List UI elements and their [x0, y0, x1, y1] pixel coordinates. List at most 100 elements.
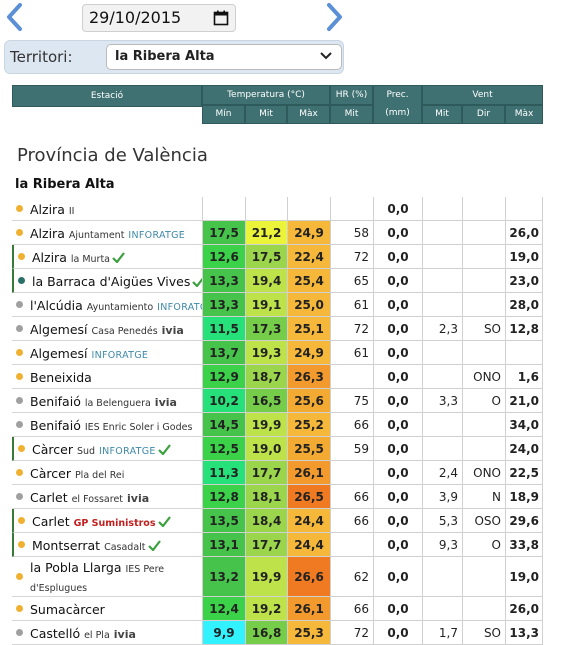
cell-prec-value: 0,0 [387, 625, 409, 640]
station-name-cell[interactable]: Alzira Ajuntament INFORATGE [12, 221, 202, 245]
cell-tmit-value: 16,5 [251, 393, 282, 408]
cell-tmax-value: 24,4 [294, 513, 324, 528]
station-name-cell[interactable]: Castelló el Pla ivia [12, 621, 202, 645]
table-row[interactable]: Carlet el Fossaret ivia 12,8 18,1 26,5 66 0,0… [12, 485, 543, 509]
status-dot-icon [16, 301, 23, 308]
cell-wmax [505, 197, 543, 221]
station-name-cell[interactable]: Alzira la Murta [12, 245, 202, 269]
cell-tmit: 19,0 [245, 437, 287, 461]
cell-prec: 0,0 [373, 413, 422, 437]
header-station: Estació [12, 85, 202, 107]
station-subname: IES Pere d'Esplugues [30, 564, 165, 594]
station-name-cell[interactable]: Carlet GP Suministros [12, 509, 202, 533]
station-name-cell[interactable]: Benifaió IES Enric Soler i Godes [12, 413, 202, 437]
cell-hr: 66 [330, 509, 373, 533]
date-input[interactable]: 29/10/2015 [82, 4, 236, 32]
table-row[interactable]: Alzira la Murta 12,6 17,5 22,4 72 0,0 19,0 [12, 245, 543, 269]
check-icon [157, 444, 171, 455]
cell-tmin: 17,5 [202, 221, 245, 245]
table-row[interactable]: Alzira II 0,0 [12, 197, 543, 221]
cell-tmax-value: 25,6 [294, 393, 324, 408]
header-hr: HR (%) [330, 85, 373, 105]
table-row[interactable]: Carlet GP Suministros 13,5 18,4 24,4 66 0,0 5,… [12, 509, 543, 533]
table-row[interactable]: la Pobla Llarga IES Pere d'Esplugues 13,2… [12, 557, 543, 597]
cell-tmin-value: 13,1 [209, 537, 239, 552]
station-name-cell[interactable]: la Pobla Llarga IES Pere d'Esplugues [12, 557, 202, 597]
table-row[interactable]: Benifaió la Belenguera ivia 10,2 16,5 25,6 7… [12, 389, 543, 413]
cell-tmin: 12,8 [202, 485, 245, 509]
calendar-icon[interactable] [213, 10, 229, 26]
station-network-logo: ivia [113, 628, 136, 641]
station-name: Carlet el Fossaret ivia [30, 490, 149, 505]
station-name-cell[interactable]: Beneixida [12, 365, 202, 389]
station-name-cell[interactable]: Benifaió la Belenguera ivia [12, 389, 202, 413]
table-row[interactable]: Algemesí INFORATGE 13,7 19,3 24,9 61 0,0 [12, 341, 543, 365]
cell-prec-value: 0,0 [387, 225, 409, 240]
cell-tmit [245, 197, 287, 221]
station-name-cell[interactable]: la Barraca d'Aigües Vives [12, 269, 206, 293]
cell-wdir: N [462, 485, 505, 509]
table-right-border [542, 365, 543, 389]
cell-tmit-value: 19,9 [251, 417, 282, 432]
previous-day-arrow-icon[interactable] [4, 2, 26, 32]
station-name-cell[interactable]: Càrcer Pla del Rei [12, 461, 202, 485]
station-name: Alzira Ajuntament INFORATGE [30, 226, 185, 241]
cell-tmax-value: 25,0 [294, 297, 324, 312]
cell-wmit: 5,3 [422, 509, 462, 533]
table-row[interactable]: Càrcer Pla del Rei 11,3 17,7 26,1 0,0 2,4 ONO 2… [12, 461, 543, 485]
station-subname: Casa Penedés [91, 326, 158, 337]
territory-select[interactable]: la Ribera Alta [106, 44, 342, 70]
cell-hr-value: 66 [353, 601, 369, 616]
table-row[interactable]: Beneixida 12,9 18,7 26,3 0,0 ONO 1,6 [12, 365, 543, 389]
table-right-border [542, 533, 543, 557]
table-row[interactable]: Alzira Ajuntament INFORATGE 17,5 21,2 24,9 5… [12, 221, 543, 245]
header-wind-mit: Mit [422, 105, 462, 124]
table-row[interactable]: Sumacàrcer 12,4 19,2 26,1 66 0,0 26,0 [12, 597, 543, 621]
cell-prec-value: 0,0 [387, 513, 409, 528]
table-row[interactable]: Benifaió IES Enric Soler i Godes 14,5 19,9… [12, 413, 543, 437]
status-dot-icon [16, 469, 23, 476]
cell-prec: 0,0 [373, 269, 422, 293]
table-row[interactable]: Algemesí Casa Penedés ivia 11,5 17,3 25,1 72… [12, 317, 543, 341]
table-right-border [542, 389, 543, 413]
cell-hr: 66 [330, 485, 373, 509]
next-day-arrow-icon[interactable] [323, 2, 345, 32]
cell-tmin-value: 9,9 [213, 625, 235, 640]
cell-wmit-value: 3,9 [438, 489, 458, 504]
table-row[interactable]: Castelló el Pla ivia 9,9 16,8 25,3 72 0,0 1,7 S… [12, 621, 543, 645]
cell-prec: 0,0 [373, 533, 422, 557]
station-name: Beneixida [30, 370, 92, 385]
table-row[interactable]: Montserrat Casadalt 13,1 17,7 24,4 0,0 9,3 O 33… [12, 533, 543, 557]
station-name-cell[interactable]: Algemesí Casa Penedés ivia [12, 317, 202, 341]
station-name-cell[interactable]: Sumacàrcer [12, 597, 202, 621]
cell-wmax: 28,0 [505, 293, 543, 317]
station-name-cell[interactable]: Carlet el Fossaret ivia [12, 485, 202, 509]
table-row[interactable]: la Barraca d'Aigües Vives 13,3 19,4 25,4 65 0… [12, 269, 543, 293]
station-name-cell[interactable]: Algemesí INFORATGE [12, 341, 202, 365]
cell-prec: 0,0 [373, 293, 422, 317]
station-name: Carlet GP Suministros [32, 514, 171, 529]
cell-hr: 61 [330, 341, 373, 365]
station-network-logo: INFORATGE [91, 350, 149, 361]
cell-tmin: 11,3 [202, 461, 245, 485]
station-name-cell[interactable]: Càrcer Sud INFORATGE [12, 437, 202, 461]
station-name-cell[interactable]: Alzira II [12, 197, 202, 221]
station-name-cell[interactable]: l'Alcúdia Ayuntamiento INFORATGE [12, 293, 214, 317]
cell-prec: 0,0 [373, 245, 422, 269]
cell-wmit: 3,9 [422, 485, 462, 509]
table-row[interactable]: Càrcer Sud INFORATGE 12,5 19,0 25,5 59 0,0 24,… [12, 437, 543, 461]
station-name: Algemesí INFORATGE [30, 346, 148, 361]
table-row[interactable]: l'Alcúdia Ayuntamiento INFORATGE 13,3 19,1… [12, 293, 543, 317]
cell-wmit-value: 9,3 [438, 537, 458, 552]
cell-tmax: 25,3 [287, 621, 330, 645]
cell-tmin: 13,3 [202, 269, 245, 293]
cell-prec: 0,0 [373, 341, 422, 365]
territory-panel: Territori: la Ribera Alta [4, 40, 344, 74]
cell-wdir-value: O [491, 393, 501, 408]
cell-wmax: 26,0 [505, 221, 543, 245]
cell-tmit-value: 19,0 [251, 441, 282, 456]
cell-hr [330, 365, 373, 389]
station-name-cell[interactable]: Montserrat Casadalt [12, 533, 202, 557]
cell-tmax-value: 25,4 [294, 273, 324, 288]
chevron-down-icon [320, 52, 332, 60]
